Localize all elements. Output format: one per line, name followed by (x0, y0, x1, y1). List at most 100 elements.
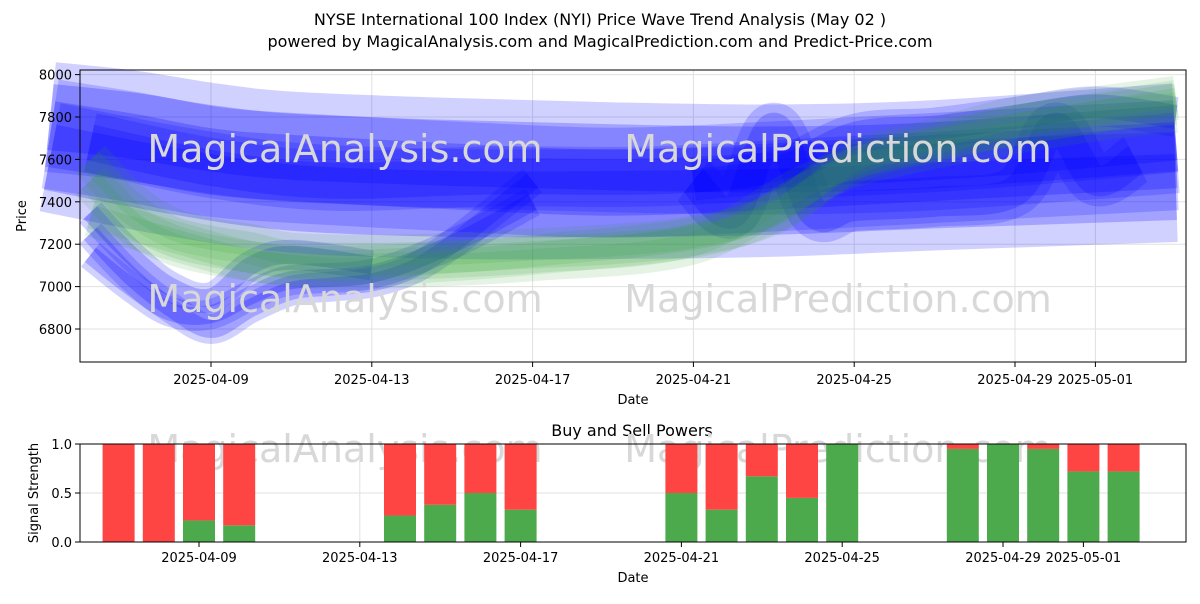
price-x-axis-label: Date (617, 393, 648, 408)
buy-bar (1107, 471, 1140, 542)
wave-band-inner (83, 206, 374, 308)
price-y-tick-label: 7000 (39, 281, 72, 296)
price-x-tick-label: 2025-04-13 (334, 373, 410, 388)
sell-bar (464, 444, 497, 493)
buy-bar (745, 476, 778, 542)
signal-y-tick-label: 0.0 (51, 536, 72, 551)
price-wave-bands (39, 62, 1180, 344)
signal-x-tick-label: 2025-04-29 (965, 551, 1041, 566)
price-y-tick-label: 8000 (39, 69, 72, 84)
wave-band-inner (81, 83, 1178, 267)
signal-x-tick-label: 2025-04-25 (804, 551, 880, 566)
wave-band-outer (81, 188, 540, 331)
signal-x-tick-label: 2025-05-01 (1046, 551, 1122, 566)
sell-bar (665, 444, 698, 493)
buy-bar (1027, 448, 1060, 542)
wave-band-outer (690, 86, 1179, 201)
signal-y-axis-label: Signal Strength (27, 443, 42, 543)
price-x-tick-label: 2025-04-29 (977, 373, 1053, 388)
sell-bar (1067, 444, 1100, 472)
price-y-ticks: 6800 7000 7200 7400 7600 7800 8000 (39, 69, 80, 338)
price-y-tick-label: 7600 (39, 153, 72, 168)
signal-x-axis-label: Date (617, 571, 648, 586)
sell-bar (1027, 444, 1060, 449)
signal-x-tick-label: 2025-04-17 (483, 551, 559, 566)
wave-band-inner (691, 94, 1178, 193)
wave-band-blue (39, 103, 1178, 260)
sell-bar (384, 444, 416, 516)
buy-bar (826, 444, 859, 542)
buy-bar (424, 504, 457, 542)
sell-bar (946, 444, 979, 449)
wave-band-inner (86, 124, 1178, 199)
wave-band-blue (41, 79, 1179, 238)
wave-band-blue (81, 188, 540, 331)
wave-band-blue (79, 202, 374, 314)
buy-bar (384, 515, 416, 542)
wave-band-green (75, 80, 1180, 286)
wave-band-inner (682, 112, 1145, 233)
buy-bar (183, 520, 215, 542)
buy-bar (946, 448, 979, 542)
price-axes-frame (79, 69, 1187, 363)
wave-band-blue (675, 102, 1150, 242)
buy-bar (705, 509, 738, 542)
signal-x-tick-label: 2025-04-21 (644, 551, 720, 566)
wave-band-outer (84, 112, 1179, 211)
wave-band-blue (44, 62, 1180, 215)
wave-band-outer (84, 92, 1178, 290)
wave-band-outer (675, 102, 1150, 242)
wave-band-green (84, 92, 1178, 290)
sell-bar (786, 444, 818, 498)
wave-band-outer (75, 75, 1179, 275)
signal-y-tick-label: 1.0 (51, 438, 72, 453)
sell-bar (1107, 444, 1140, 472)
wave-band-green (75, 75, 1179, 275)
sell-bar (424, 444, 457, 505)
wave-band-inner (43, 124, 1177, 238)
signal-x-ticks: 2025-04-09 2025-04-13 2025-04-17 2025-04-21… (161, 542, 1121, 566)
wave-band-outer (79, 202, 374, 314)
wave-band-outer (79, 168, 542, 344)
wave-band-outer (75, 80, 1180, 286)
buy-bar (987, 444, 1019, 542)
watermark-right-top: MagicalPrediction.com (624, 127, 1052, 171)
price-x-tick-label: 2025-04-25 (816, 373, 892, 388)
wave-band-inner (87, 100, 1178, 282)
price-x-ticks: 2025-04-09 2025-04-13 2025-04-17 2025-04-21… (173, 362, 1133, 388)
wave-band-outer (41, 79, 1179, 238)
price-y-tick-label: 7400 (39, 196, 72, 211)
wave-band-blue (690, 86, 1179, 201)
wave-band-outer (39, 103, 1178, 260)
watermark-left-top: MagicalAnalysis.com (147, 127, 542, 171)
buy-bar (223, 525, 256, 542)
buy-bar (464, 493, 497, 542)
sell-bar (745, 444, 778, 477)
price-grid (80, 70, 1186, 362)
watermark-left-mid: MagicalAnalysis.com (147, 277, 542, 321)
wave-band-inner (45, 101, 1178, 216)
signal-bars (102, 444, 1140, 542)
sell-bar (142, 444, 175, 542)
price-x-tick-label: 2025-04-21 (656, 373, 732, 388)
sell-bar (504, 444, 537, 510)
sell-bar (223, 444, 256, 526)
price-y-tick-label: 6800 (39, 323, 72, 338)
wave-band-inner (84, 193, 537, 325)
buy-bar (504, 509, 537, 542)
wave-band-inner (83, 173, 539, 338)
price-x-tick-label: 2025-05-01 (1058, 373, 1134, 388)
buy-bar (665, 493, 698, 542)
signal-y-ticks: 0.0 0.5 1.0 (51, 438, 80, 551)
wave-band-outer (44, 62, 1180, 215)
chart-title: NYSE International 100 Index (NYI) Price… (314, 10, 886, 29)
buy-bar (786, 497, 818, 542)
price-x-tick-label: 2025-04-09 (173, 373, 249, 388)
price-y-tick-label: 7800 (39, 111, 72, 126)
wave-band-inner (81, 88, 1178, 278)
wave-band-blue (79, 168, 542, 344)
chart-subtitle: powered by MagicalAnalysis.com and Magic… (267, 32, 932, 51)
sell-bar (183, 444, 215, 521)
